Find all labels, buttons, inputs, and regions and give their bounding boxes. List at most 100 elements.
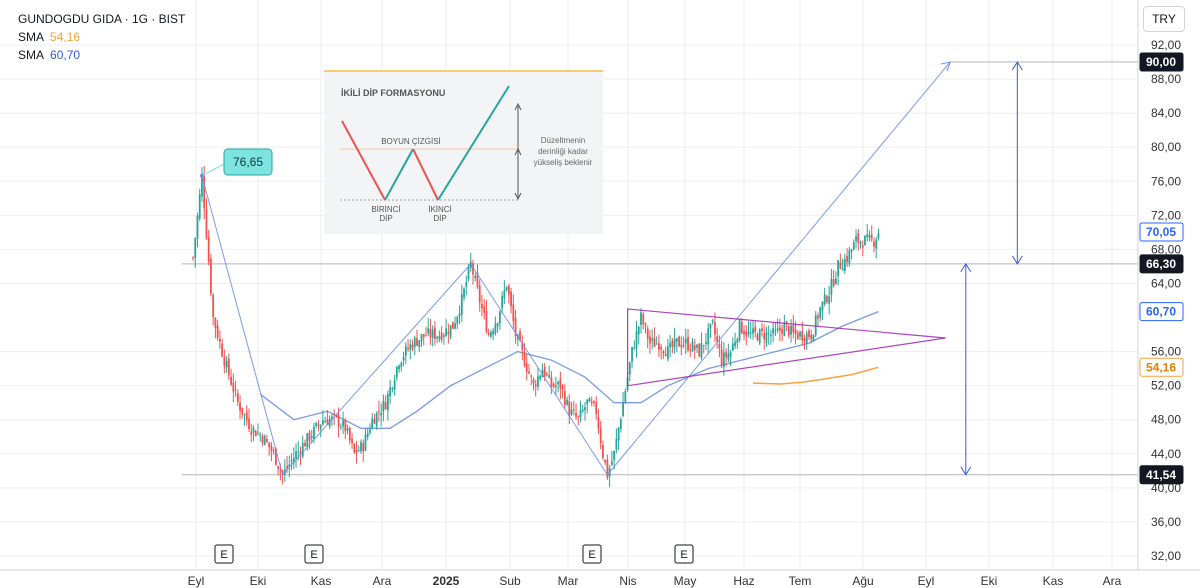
candle-body <box>702 344 705 346</box>
inset-title: İKİLİ DİP FORMASYONU <box>341 88 445 98</box>
candle-body <box>362 443 365 452</box>
candle-body <box>467 266 470 280</box>
candle-body <box>460 294 463 315</box>
candle-body <box>579 409 582 418</box>
earnings-marker[interactable] <box>304 544 324 564</box>
candle-body <box>384 402 387 410</box>
candle-body <box>292 458 295 464</box>
earnings-marker[interactable] <box>674 544 694 564</box>
symbol-title[interactable]: GUNDOGDU GIDA · 1G · BIST <box>18 12 186 26</box>
candle-body <box>761 328 763 331</box>
triangle-pattern[interactable] <box>626 308 946 387</box>
x-tick-label: Kas <box>311 574 332 588</box>
currency-button[interactable]: TRY <box>1143 6 1185 32</box>
sma-fast-label[interactable]: SMA <box>18 30 45 44</box>
candle-body <box>373 418 376 424</box>
price-label: 41,54 <box>1146 468 1176 482</box>
candle-body <box>700 342 703 359</box>
price-label: 60,70 <box>1146 305 1176 319</box>
candle-body <box>528 371 530 374</box>
candle-body <box>693 345 696 350</box>
candle-body <box>476 272 479 287</box>
candle-body <box>857 233 860 243</box>
x-tick-label: Kas <box>1043 574 1064 588</box>
candle-body <box>812 334 815 342</box>
candle-body <box>539 375 542 379</box>
candle-body <box>498 311 501 324</box>
candle-body <box>454 323 456 329</box>
y-tick-label: 56,00 <box>1151 345 1181 359</box>
measure-arrow-head <box>1011 61 1023 71</box>
candle-body <box>375 412 378 427</box>
candle-body <box>570 409 573 415</box>
candle-body <box>279 469 282 471</box>
candle-body <box>306 433 309 447</box>
candle-body <box>472 263 474 275</box>
candle-body <box>333 413 336 415</box>
earnings-marker[interactable] <box>582 544 602 564</box>
candle-body <box>507 285 510 295</box>
candle-body <box>487 332 490 335</box>
candle-body <box>617 427 620 441</box>
candle-body <box>575 412 577 417</box>
candle-body <box>250 431 253 435</box>
candle-body <box>552 383 555 387</box>
candle-body <box>366 433 369 437</box>
candle-body <box>859 241 862 244</box>
inset-note: derinliği kadar <box>538 147 588 156</box>
peak-label-box[interactable] <box>223 148 273 176</box>
candle-body <box>848 250 851 264</box>
candle-body <box>875 239 878 249</box>
candle-body <box>243 414 246 416</box>
candle-body <box>745 331 748 337</box>
trend-line[interactable] <box>607 61 951 476</box>
candle-body <box>610 461 613 465</box>
candle-body <box>619 419 622 429</box>
inset-neckline-label: BOYUN ÇİZGİSİ <box>381 137 441 146</box>
price-label: 54,16 <box>1146 360 1176 374</box>
candle-body <box>698 343 701 357</box>
earnings-marker[interactable] <box>214 544 234 564</box>
candle-body <box>330 416 333 420</box>
candle-body <box>274 448 277 465</box>
candle-body <box>787 326 790 336</box>
candle-body <box>554 385 557 388</box>
price-label: 70,05 <box>1146 225 1176 239</box>
y-tick-label: 72,00 <box>1151 208 1181 222</box>
candle-body <box>563 390 566 405</box>
candle-body <box>666 346 669 360</box>
candle-body <box>803 338 806 342</box>
trend-line[interactable] <box>201 175 284 475</box>
candle-body <box>317 424 320 426</box>
candle-body <box>557 381 560 385</box>
candle-body <box>799 331 801 337</box>
sma-slow-label[interactable]: SMA <box>18 48 45 62</box>
candle-body <box>550 377 553 387</box>
candle-body <box>615 438 618 450</box>
inset-second-dip-label: İKİNCİ <box>428 205 452 214</box>
inset-leg-down-2 <box>412 148 439 201</box>
candle-body <box>774 330 777 332</box>
candle-body <box>772 328 775 334</box>
y-tick-label: 36,00 <box>1151 515 1181 529</box>
candle-body <box>322 420 324 425</box>
candle-body <box>353 443 356 453</box>
trend-line[interactable] <box>470 263 608 476</box>
candle-body <box>729 351 732 358</box>
candle-body <box>438 336 441 340</box>
candle-body <box>413 337 416 348</box>
candle-body <box>747 331 750 335</box>
candle-body <box>808 330 810 338</box>
candle-body <box>725 352 728 358</box>
trend-line[interactable] <box>282 263 472 476</box>
candle-body <box>510 291 512 307</box>
candle-body <box>429 328 432 338</box>
candle-body <box>790 325 792 335</box>
candle-body <box>404 346 407 356</box>
x-axis-panel <box>0 570 1200 588</box>
candle-body <box>239 402 241 411</box>
candle-body <box>662 351 665 354</box>
candle-body <box>709 323 712 329</box>
candle-body <box>398 365 400 370</box>
